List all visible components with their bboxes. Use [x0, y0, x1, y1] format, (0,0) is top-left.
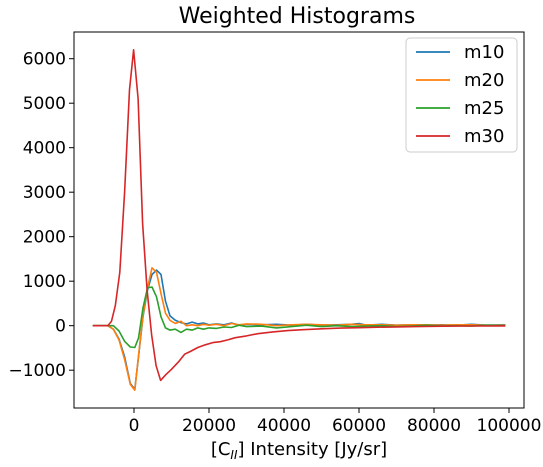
x-tick-label: 0 — [129, 416, 140, 436]
y-tick-label: −1000 — [8, 361, 66, 381]
x-axis-title-prefix: [C — [211, 439, 231, 460]
y-tick-label: 1000 — [23, 272, 66, 292]
y-tick-label: 5000 — [23, 94, 66, 114]
y-tick-label: 0 — [55, 317, 66, 337]
x-axis-title-suffix: ] Intensity [Jy/sr] — [238, 439, 388, 460]
x-tick-label: 40000 — [257, 416, 311, 436]
plot-area-frame — [73, 31, 525, 409]
x-tick-label: 60000 — [332, 416, 386, 436]
series-layer — [92, 49, 506, 391]
legend-label-m10: m10 — [464, 42, 504, 63]
series-line-m30 — [92, 49, 506, 382]
legend-label-m20: m20 — [464, 70, 504, 91]
x-axis-title: [CII] Intensity [Jy/sr] — [211, 439, 387, 462]
series-line-m20 — [92, 267, 506, 391]
x-axis-ticks: 0 20000 40000 60000 80000 100000 — [129, 408, 542, 436]
x-tick-label: 20000 — [182, 416, 236, 436]
x-tick-label: 80000 — [407, 416, 461, 436]
y-tick-label: 2000 — [23, 228, 66, 248]
y-tick-label: 4000 — [23, 139, 66, 159]
legend-label-m25: m25 — [464, 98, 504, 119]
x-tick-label: 100000 — [477, 416, 542, 436]
y-axis-ticks: −1000 0 1000 2000 3000 4000 5000 6000 — [8, 50, 74, 381]
y-tick-label: 6000 — [23, 50, 66, 70]
legend-label-m30: m30 — [464, 126, 504, 147]
legend-box — [405, 37, 518, 153]
y-tick-label: 3000 — [23, 183, 66, 203]
chart-title: Weighted Histograms — [179, 4, 416, 29]
x-axis-title-subscript: II — [230, 448, 238, 462]
legend: m10 m20 m25 m30 — [405, 37, 518, 153]
